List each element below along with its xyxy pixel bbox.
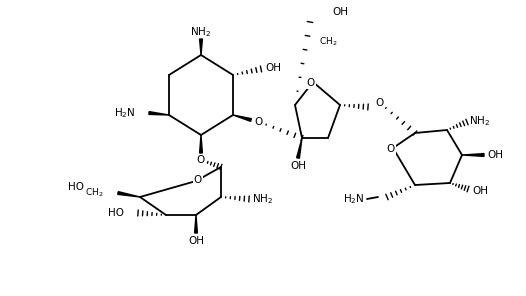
Text: H$_2$N: H$_2$N [115,106,136,120]
Text: O: O [197,155,205,165]
Polygon shape [297,138,302,158]
Text: HO: HO [68,182,84,192]
Text: OH: OH [188,236,204,246]
Text: O: O [194,175,202,185]
Text: O: O [255,117,263,127]
Text: OH: OH [487,150,503,160]
Text: CH$_2$: CH$_2$ [319,36,338,48]
Polygon shape [195,215,197,233]
Polygon shape [199,135,203,153]
Text: NH$_2$: NH$_2$ [252,192,274,206]
Text: O: O [376,98,384,108]
Polygon shape [462,154,484,156]
Polygon shape [233,115,251,121]
Text: OH: OH [265,63,281,73]
Text: OH: OH [290,161,306,171]
Text: H$_2$N: H$_2$N [343,192,365,206]
Text: HO: HO [108,208,124,218]
Text: NH$_2$: NH$_2$ [190,25,211,39]
Polygon shape [118,192,140,197]
Text: OH: OH [472,186,488,196]
Text: NH$_2$: NH$_2$ [469,114,491,128]
Text: O: O [307,78,315,88]
Text: CH$_2$: CH$_2$ [85,187,104,199]
Polygon shape [149,112,169,115]
Text: O: O [387,144,395,154]
Text: OH: OH [332,7,348,17]
Polygon shape [199,39,203,55]
